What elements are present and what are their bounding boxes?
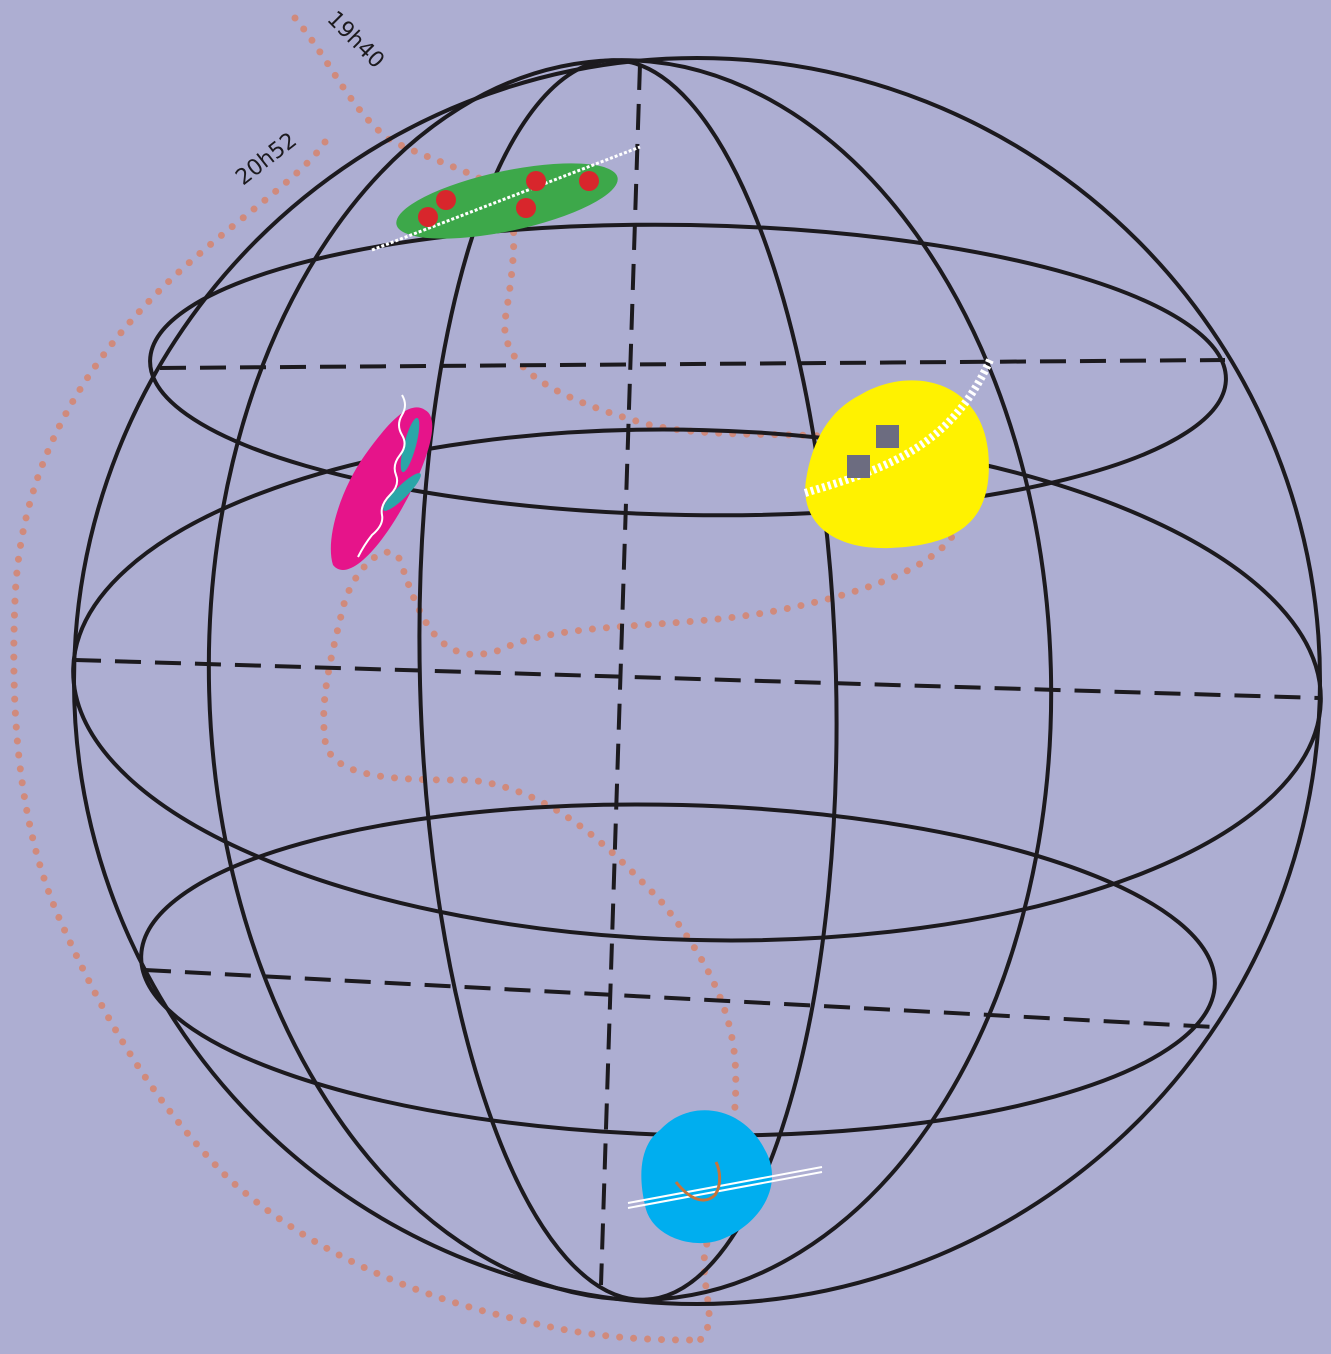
trajectory-20h52	[10, 138, 694, 1344]
yellow-organism	[803, 358, 994, 549]
axis-dashed	[599, 63, 642, 1286]
axis-dashed	[144, 968, 1216, 1029]
blue-organism	[627, 1110, 823, 1244]
trajectory-19h40	[291, 14, 965, 1344]
green-organism	[371, 145, 641, 252]
latitude-ring	[71, 427, 1323, 943]
axis-dashed	[159, 358, 1226, 370]
axis-dashed	[74, 658, 1321, 700]
meridian	[206, 58, 1054, 1302]
latitude-ring	[148, 222, 1228, 518]
pink-organism	[330, 394, 433, 570]
